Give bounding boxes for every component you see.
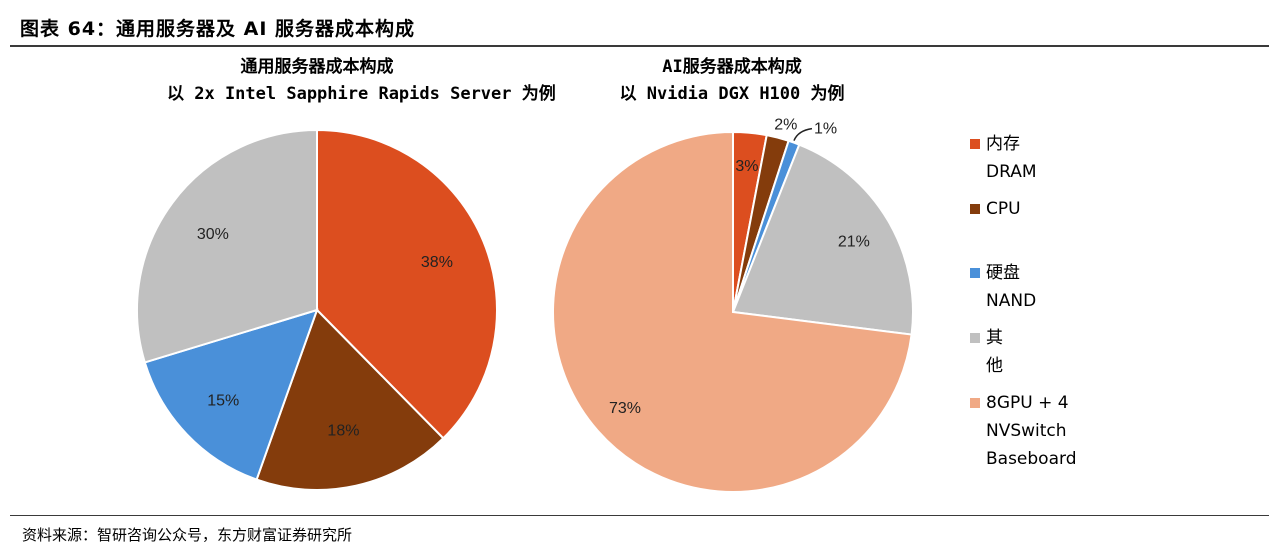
- pie-2-slice-other: [731, 143, 914, 336]
- pie-1-label-dram: 38%: [421, 254, 453, 271]
- legend-label-cpu: CPU: [986, 199, 1021, 219]
- pie-1-label-nand: 15%: [207, 392, 239, 409]
- legend-item-gpu: 8GPU + 4 NVSwitch Baseboard: [970, 389, 1077, 473]
- legend-swatch-nand: [970, 268, 980, 278]
- pie-1-label-cpu: 18%: [327, 423, 359, 440]
- pie-1-slice-dram: [316, 128, 498, 440]
- legend-item-dram: 内存 DRAM: [970, 130, 1037, 186]
- pie-2-title-block: AI服务器成本构成 以 Nvidia DGX H100 为例: [582, 54, 882, 108]
- pie-1-slice-nand: [143, 308, 319, 481]
- pie-1-slice-cpu: [255, 308, 445, 491]
- pie-1-label-other: 30%: [197, 226, 229, 243]
- pie-1-subtitle: 以 2x Intel Sapphire Rapids Server 为例: [167, 84, 556, 104]
- pie-1-slice-other: [136, 128, 318, 364]
- pie-2-slice-gpu: [552, 130, 913, 493]
- pie-2-label-cpu: 2%: [774, 117, 797, 134]
- bottom-rule: [10, 515, 1269, 516]
- pie-2-label-nand: 1%: [814, 121, 837, 138]
- pie-2-title: AI服务器成本构成: [662, 57, 802, 77]
- pie-1-title: 通用服务器成本构成: [240, 57, 394, 77]
- pie-2-label-other: 21%: [838, 234, 870, 251]
- legend-swatch-gpu: [970, 398, 980, 408]
- pie-1-title-block: 通用服务器成本构成 以 2x Intel Sapphire Rapids Ser…: [167, 54, 556, 108]
- legend-label-dram: 内存 DRAM: [986, 134, 1037, 182]
- legend-swatch-other: [970, 333, 980, 343]
- figure-title: 图表 64：通用服务器及 AI 服务器成本构成: [20, 18, 416, 40]
- legend-item-cpu: CPU: [970, 195, 1021, 223]
- pie-2-subtitle: 以 Nvidia DGX H100 为例: [619, 84, 845, 104]
- source-note: 资料来源：智研咨询公众号，东方财富证券研究所: [22, 526, 353, 544]
- legend-swatch-dram: [970, 139, 980, 149]
- pie-2-label-dram: 3%: [735, 158, 758, 175]
- legend-item-other: 其他: [970, 324, 1003, 380]
- legend-item-nand: 硬盘 NAND: [970, 259, 1036, 315]
- legend-label-gpu: 8GPU + 4 NVSwitch Baseboard: [986, 393, 1077, 469]
- legend-swatch-cpu: [970, 204, 980, 214]
- top-rule: [10, 45, 1269, 47]
- pie-2-leader-nand: [793, 127, 813, 141]
- legend-label-nand: 硬盘 NAND: [986, 263, 1037, 311]
- legend-label-other: 其他: [986, 328, 1003, 376]
- pie-2-label-gpu: 73%: [609, 400, 641, 417]
